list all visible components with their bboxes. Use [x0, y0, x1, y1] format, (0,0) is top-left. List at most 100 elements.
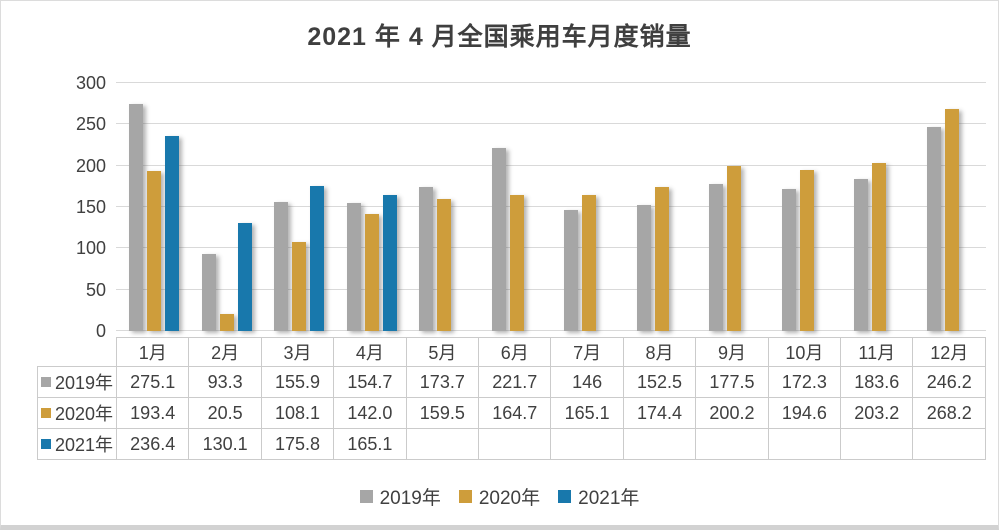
month-header-row: 1月 2月 3月 4月 5月 6月 7月 8月 9月 10月 11月 12月 [38, 337, 986, 367]
value-cell-2021年-7月 [550, 428, 624, 460]
value-cell-2020年-2月: 20.5 [188, 397, 262, 429]
value-cell-2019年-10月: 172.3 [767, 366, 842, 398]
legend-swatch-2020年 [458, 490, 472, 503]
bar-2019年-10月 [781, 188, 796, 331]
bar-2019年-5月 [419, 187, 433, 331]
series-name-label: 2021年 [54, 435, 114, 455]
bar-2020年-12月 [944, 109, 959, 331]
bar-2019年-7月 [564, 210, 578, 331]
series-label-cell-2021年: 2021年 [37, 428, 117, 460]
bar-2021年-4月 [382, 194, 397, 331]
bar-2020年-8月 [654, 186, 669, 331]
month-header-cell-12月: 12月 [912, 337, 986, 367]
series-row-2021年: 2021年 236.4 130.1 175.8 165.1 [37, 428, 986, 460]
month-header-cell-4月: 4月 [333, 337, 407, 367]
value-cell-2019年-11月: 183.6 [840, 366, 914, 398]
data-table: 1月 2月 3月 4月 5月 6月 7月 8月 9月 10月 11月 12月 2019年 275.1 93.… [37, 337, 986, 460]
bar-2020年-11月 [872, 163, 886, 331]
bar-2020年-6月 [509, 194, 524, 331]
month-header-cell-10月: 10月 [767, 337, 842, 367]
value-cell-2021年-5月 [405, 428, 480, 460]
bar-group-8月 [624, 83, 697, 331]
y-tick-label-300: 300 [75, 73, 106, 93]
month-header-cell-3月: 3月 [260, 337, 335, 367]
gridline-150 [116, 206, 986, 207]
chart-title: 2021 年 4 月全国乘用车月度销量 [307, 23, 692, 51]
series-label-cell-2019年: 2019年 [37, 366, 117, 398]
bar-group-12月 [914, 83, 987, 331]
y-axis: 0 50 100 150 200 250 300 [1, 73, 106, 341]
month-header-cell-8月: 8月 [622, 337, 697, 367]
gridline-250 [116, 123, 986, 125]
y-tick-label-150: 150 [75, 197, 106, 217]
bar-group-5月 [406, 83, 479, 331]
value-cell-2019年-7月: 146 [550, 366, 624, 398]
bar-group-11月 [841, 83, 914, 331]
plot-area [116, 82, 986, 331]
value-cell-2021年-3月: 175.8 [260, 428, 335, 460]
bar-group-6月 [479, 83, 552, 331]
series-label-2021年: 2021年 [39, 431, 116, 457]
y-tick-label-0: 0 [95, 321, 106, 341]
value-cell-2020年-9月: 200.2 [695, 397, 769, 429]
bar-2019年-6月 [491, 147, 506, 331]
value-cell-2019年-8月: 152.5 [622, 366, 697, 398]
bar-2021年-2月 [237, 223, 252, 331]
value-cell-2021年-2月: 130.1 [188, 428, 262, 460]
legend-label-2020年: 2020年 [478, 488, 541, 509]
value-cell-2020年-6月: 164.7 [478, 397, 552, 429]
value-cell-2019年-12月: 246.2 [912, 366, 986, 398]
value-cell-2021年-4月: 165.1 [333, 428, 407, 460]
bar-2020年-10月 [799, 170, 814, 331]
series-row-2020年: 2020年 193.4 20.5 108.1 142.0 159.5 164.7 165.1 1… [37, 397, 986, 429]
legend: 2019年 2020年 2021年 [1, 483, 998, 510]
bar-2019年-3月 [274, 202, 288, 331]
legend-item-2019年: 2019年 [359, 483, 441, 510]
y-tick-label-50: 50 [85, 279, 106, 300]
value-cell-2019年-6月: 221.7 [478, 366, 552, 398]
value-cell-2020年-12月: 268.2 [912, 397, 986, 429]
gridline-300 [116, 82, 986, 83]
bar-2019年-2月 [201, 253, 216, 331]
bar-2019年-9月 [709, 184, 723, 331]
value-cell-2021年-9月 [695, 428, 769, 460]
bar-2019年-12月 [926, 127, 941, 331]
table-legend-swatch-2021年 [40, 439, 51, 449]
month-header-cell-9月: 9月 [695, 337, 769, 367]
bars-row [116, 83, 986, 331]
gridline-100 [116, 247, 986, 249]
month-header-cell-5月: 5月 [405, 337, 480, 367]
bar-2019年-11月 [854, 179, 868, 331]
value-cell-2020年-1月: 193.4 [115, 397, 190, 429]
value-cell-2019年-3月: 155.9 [260, 366, 335, 398]
value-cell-2021年-12月 [912, 428, 986, 460]
series-name-label: 2019年 [54, 373, 114, 393]
value-cell-2019年-4月: 154.7 [333, 366, 407, 398]
bar-2021年-3月 [310, 185, 324, 331]
value-cell-2020年-8月: 174.4 [622, 397, 697, 429]
value-cell-2021年-6月 [478, 428, 552, 460]
value-cell-2020年-4月: 142.0 [333, 397, 407, 429]
bar-2020年-1月 [147, 171, 161, 331]
bar-group-3月 [261, 83, 334, 331]
bar-2019年-4月 [346, 203, 361, 331]
value-cell-2020年-3月: 108.1 [260, 397, 335, 429]
legend-label-2019年: 2019年 [379, 488, 441, 509]
gridline-0 [116, 330, 986, 331]
bar-2020年-3月 [292, 241, 306, 331]
legend-swatch-2019年 [359, 490, 373, 503]
value-cell-2019年-2月: 93.3 [188, 366, 262, 398]
bar-group-9月 [696, 83, 769, 331]
table-legend-swatch-2020年 [40, 408, 51, 418]
bar-group-2月 [189, 83, 262, 331]
gridline-200 [116, 164, 986, 166]
month-header-cell-7月: 7月 [550, 337, 624, 367]
y-tick-label-250: 250 [75, 114, 106, 135]
bar-2021年-1月 [165, 135, 179, 331]
bar-2020年-4月 [364, 213, 379, 331]
value-cell-2020年-5月: 159.5 [405, 397, 480, 429]
table-corner-blank [38, 338, 117, 367]
bar-2020年-7月 [582, 194, 596, 331]
legend-item-2020年: 2020年 [458, 483, 541, 510]
